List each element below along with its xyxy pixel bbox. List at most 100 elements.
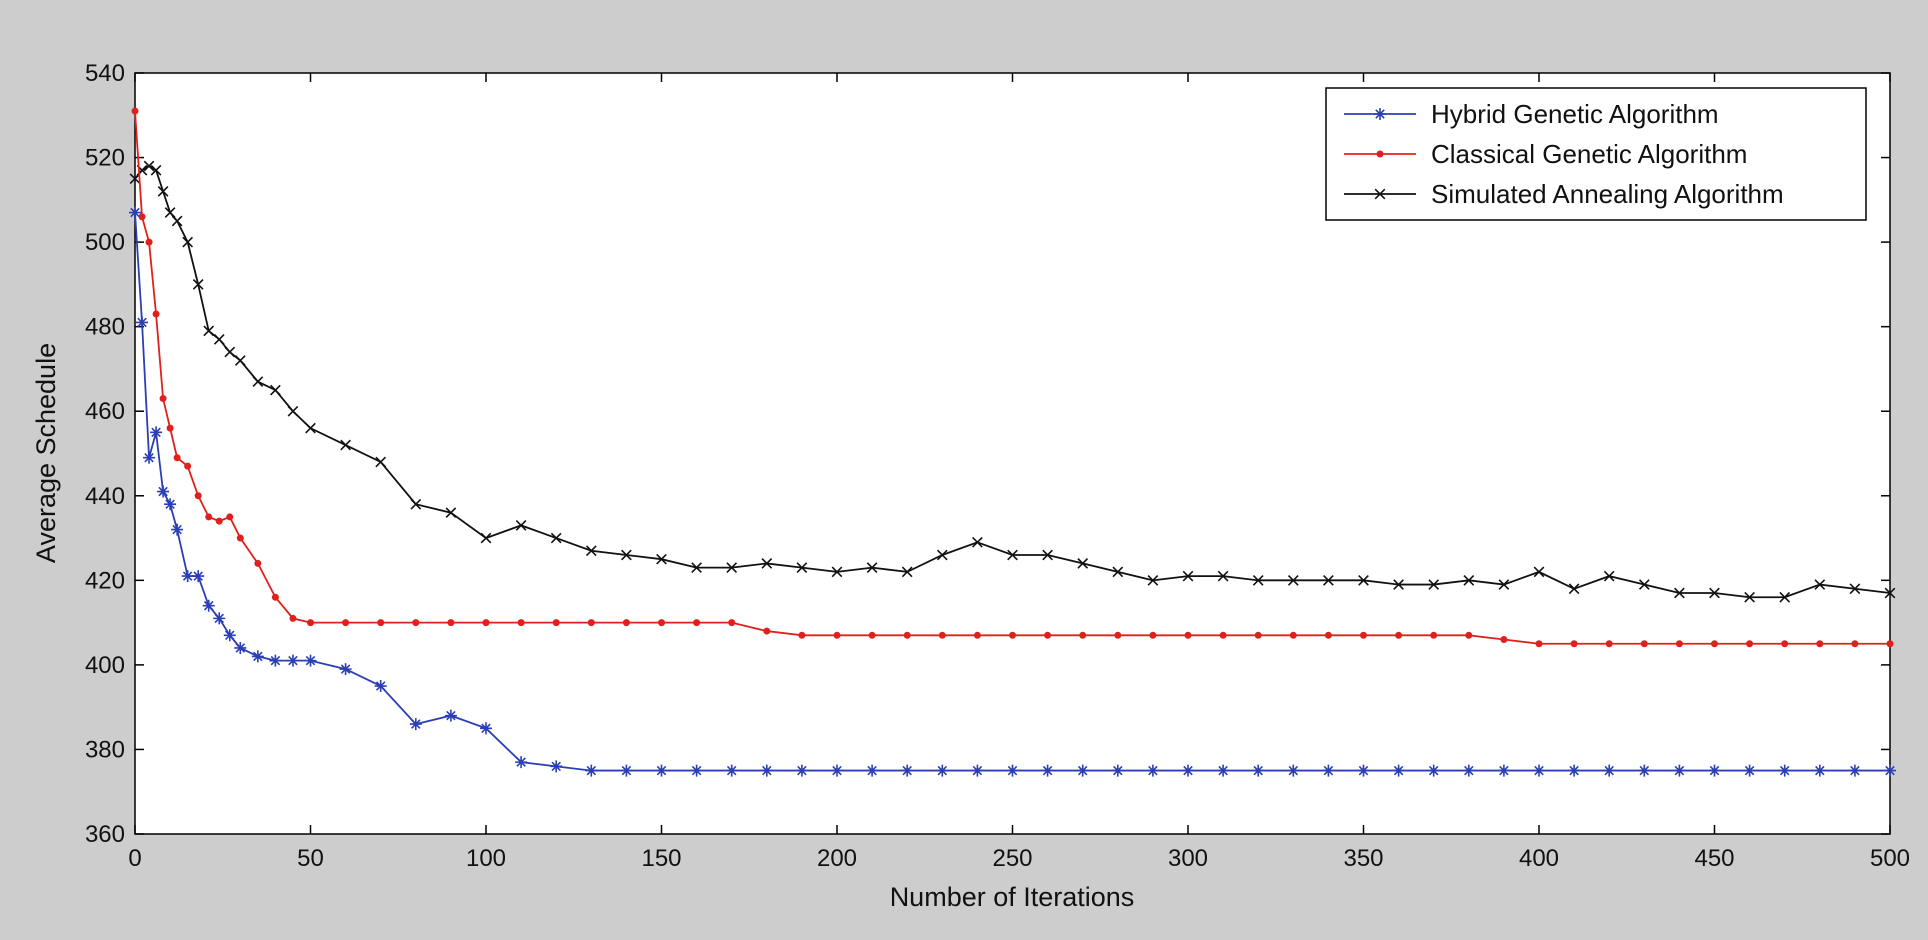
- marker: [1744, 591, 1755, 603]
- x-tick-label: 200: [817, 845, 857, 872]
- marker: [410, 498, 422, 510]
- x-tick-label: 400: [1519, 845, 1559, 872]
- marker: [339, 663, 352, 676]
- marker: [223, 629, 236, 642]
- marker: [1778, 764, 1791, 777]
- marker: [585, 764, 598, 777]
- marker: [213, 333, 225, 345]
- marker: [1813, 764, 1826, 777]
- marker: [152, 310, 160, 318]
- x-tick-label: 250: [992, 845, 1032, 872]
- marker: [1287, 764, 1300, 777]
- marker: [1323, 574, 1334, 586]
- marker: [1533, 566, 1545, 578]
- marker: [1675, 640, 1683, 648]
- marker: [866, 562, 878, 574]
- marker: [655, 764, 668, 777]
- marker: [798, 631, 806, 639]
- x-tick-label: 500: [1870, 845, 1910, 872]
- marker: [763, 627, 771, 635]
- marker: [1289, 631, 1297, 639]
- marker: [1252, 574, 1264, 586]
- y-axis-label: Average Schedule: [31, 343, 61, 563]
- marker: [517, 619, 525, 627]
- marker: [1428, 579, 1440, 590]
- marker: [131, 107, 139, 115]
- marker: [203, 325, 215, 337]
- marker: [1603, 764, 1616, 777]
- marker: [1673, 764, 1686, 777]
- marker: [1079, 631, 1087, 639]
- marker: [1851, 640, 1859, 648]
- marker: [1746, 640, 1754, 648]
- marker: [1112, 566, 1124, 578]
- marker: [1147, 574, 1159, 586]
- marker: [1500, 636, 1508, 644]
- x-tick-label: 300: [1168, 845, 1208, 872]
- marker: [1077, 558, 1089, 569]
- marker: [901, 566, 913, 578]
- y-tick-label: 360: [85, 821, 125, 848]
- marker: [1041, 764, 1054, 777]
- marker: [412, 619, 420, 627]
- marker: [1779, 591, 1791, 603]
- marker: [938, 631, 946, 639]
- marker: [164, 498, 177, 511]
- marker: [138, 213, 146, 221]
- marker: [1287, 574, 1299, 586]
- marker: [1044, 631, 1052, 639]
- marker: [181, 570, 194, 583]
- marker: [194, 492, 202, 500]
- marker: [1849, 583, 1861, 595]
- marker: [251, 650, 264, 663]
- marker: [1009, 631, 1016, 639]
- marker: [269, 654, 282, 667]
- marker: [224, 346, 236, 358]
- marker: [1182, 570, 1194, 582]
- marker: [136, 316, 149, 329]
- marker: [340, 439, 351, 451]
- marker: [171, 215, 183, 227]
- marker: [1357, 764, 1370, 777]
- marker: [760, 764, 773, 777]
- marker: [226, 513, 234, 521]
- marker: [1393, 579, 1404, 590]
- marker: [1568, 764, 1581, 777]
- marker: [1111, 764, 1124, 777]
- marker: [1603, 570, 1615, 582]
- x-tick-label: 450: [1694, 845, 1734, 872]
- marker: [305, 422, 316, 434]
- marker: [728, 619, 736, 627]
- marker: [550, 532, 562, 544]
- marker: [1638, 579, 1650, 590]
- legend-label: Simulated Annealing Algorithm: [1431, 179, 1784, 209]
- y-tick-label: 420: [85, 567, 125, 594]
- y-tick-label: 480: [85, 314, 125, 341]
- marker: [482, 619, 490, 627]
- marker: [726, 562, 738, 574]
- marker: [287, 405, 299, 417]
- marker: [1146, 764, 1159, 777]
- marker: [1535, 640, 1543, 648]
- marker: [1395, 631, 1403, 639]
- series: [129, 206, 1896, 777]
- marker: [213, 612, 226, 625]
- marker: [129, 206, 141, 219]
- x-tick-label: 100: [466, 845, 506, 872]
- marker: [1605, 640, 1613, 648]
- marker: [1497, 764, 1510, 777]
- y-tick-label: 460: [85, 398, 125, 425]
- marker: [143, 451, 156, 464]
- marker: [971, 764, 984, 777]
- marker: [973, 631, 981, 639]
- marker: [143, 160, 155, 172]
- marker: [1219, 631, 1227, 639]
- marker: [621, 549, 632, 561]
- series: [131, 107, 1894, 648]
- marker: [286, 654, 299, 667]
- marker: [192, 279, 204, 290]
- marker: [184, 462, 192, 470]
- marker: [550, 760, 563, 773]
- marker: [129, 173, 141, 185]
